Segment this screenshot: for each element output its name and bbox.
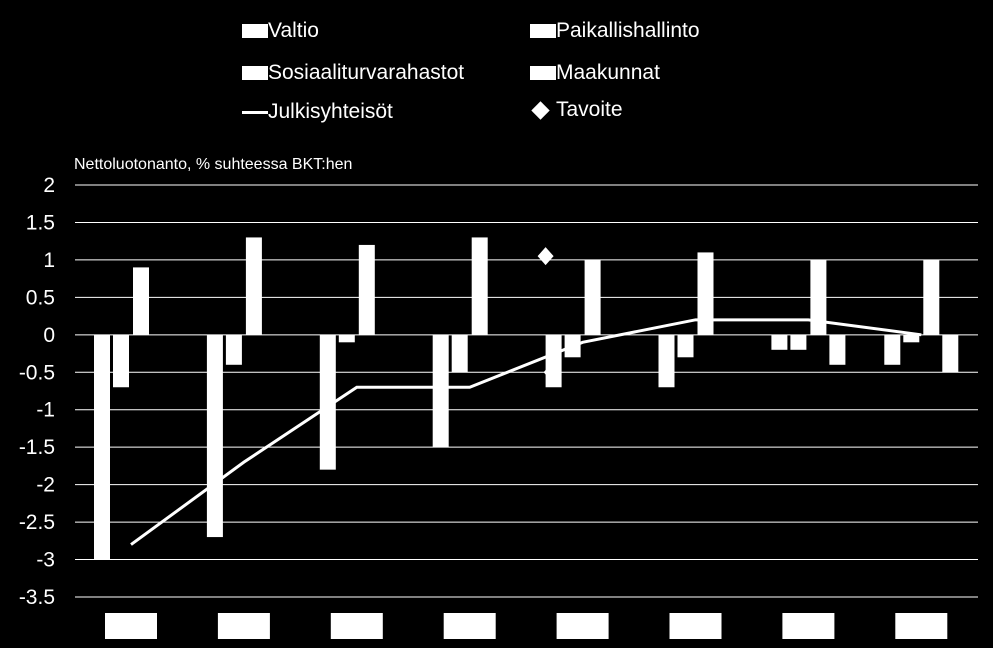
y-tick-label: -2.5 bbox=[19, 511, 55, 534]
bar-paikallishallinto bbox=[810, 259, 827, 335]
legend-label-julkisyhteisot: Julkisyhteisöt bbox=[268, 100, 393, 123]
legend-label-sosiaaliturvarahastot: Sosiaaliturvarahastot bbox=[268, 61, 465, 84]
x-category-label bbox=[556, 613, 609, 639]
bar-valtio bbox=[771, 334, 788, 350]
y-tick-label: 2 bbox=[43, 174, 55, 197]
bar-sosiaaliturvarahastot bbox=[790, 334, 807, 350]
legend-label-valtio: Valtio bbox=[268, 19, 319, 42]
y-tick-label: -3.5 bbox=[19, 586, 55, 609]
y-tick-label: -0.5 bbox=[19, 361, 55, 384]
bar-valtio bbox=[884, 334, 901, 365]
bar-paikallishallinto bbox=[133, 267, 149, 335]
bar-sosiaaliturvarahastot bbox=[113, 334, 129, 388]
legend-label-maakunnat: Maakunnat bbox=[556, 61, 660, 84]
legend-swatch-valtio bbox=[242, 24, 268, 38]
bar-valtio bbox=[658, 334, 675, 388]
legend-item-valtio: Valtio bbox=[242, 14, 319, 48]
y-tick-label: -1 bbox=[36, 399, 55, 422]
y-tick-label: 1 bbox=[43, 249, 55, 272]
legend-item-maakunnat: Maakunnat bbox=[530, 56, 660, 90]
bar-paikallishallinto bbox=[471, 237, 488, 335]
x-category-label bbox=[895, 613, 948, 639]
legend-swatch-sosiaaliturvarahastot bbox=[242, 66, 268, 80]
y-tick-label: 0.5 bbox=[26, 286, 55, 309]
bar-sosiaaliturvarahastot bbox=[338, 334, 355, 343]
bar-paikallishallinto bbox=[584, 259, 601, 335]
marker-tavoite bbox=[543, 363, 560, 382]
bar-valtio bbox=[432, 334, 449, 448]
y-axis-label: Nettoluotonanto, % suhteessa BKT:hen bbox=[74, 156, 353, 173]
x-category-label bbox=[669, 613, 722, 639]
bar-maakunnat bbox=[942, 334, 959, 373]
legend-swatch-maakunnat bbox=[530, 66, 556, 80]
y-tick-label: -1.5 bbox=[19, 436, 55, 459]
bar-valtio bbox=[319, 334, 336, 470]
bar-valtio bbox=[206, 334, 223, 538]
bar-paikallishallinto bbox=[697, 252, 714, 335]
legend-item-julkisyhteisot: Julkisyhteisöt bbox=[242, 95, 393, 129]
y-tick-label: -2 bbox=[36, 474, 55, 497]
legend-item-paikallishallinto: Paikallishallinto bbox=[530, 14, 700, 48]
legend-swatch-paikallishallinto bbox=[530, 24, 556, 38]
y-tick-label: -3 bbox=[36, 549, 55, 572]
line-julkisyhteisot bbox=[130, 318, 922, 546]
legend-label-tavoite: Tavoite bbox=[556, 98, 623, 121]
bar-valtio bbox=[94, 334, 110, 560]
bar-sosiaaliturvarahastot bbox=[677, 334, 694, 358]
bar-paikallishallinto bbox=[923, 259, 940, 335]
x-category-label bbox=[105, 613, 157, 639]
x-category-label bbox=[217, 613, 270, 639]
y-tick-label: 1.5 bbox=[26, 211, 55, 234]
x-category-label bbox=[443, 613, 496, 639]
y-tick-label: 0 bbox=[43, 324, 55, 347]
bar-paikallishallinto bbox=[245, 237, 262, 335]
x-category-label bbox=[330, 613, 383, 639]
bar-maakunnat bbox=[829, 334, 846, 365]
legend-item-sosiaaliturvarahastot: Sosiaaliturvarahastot bbox=[242, 56, 464, 90]
chart-legend: Valtio Paikallishallinto Sosiaaliturvara… bbox=[0, 0, 993, 140]
legend-swatch-julkisyhteisot bbox=[242, 110, 268, 114]
marker-tavoite bbox=[537, 247, 554, 266]
bar-valtio bbox=[545, 334, 562, 388]
x-category-label bbox=[782, 613, 835, 639]
legend-label-paikallishallinto: Paikallishallinto bbox=[556, 19, 700, 42]
bar-sosiaaliturvarahastot bbox=[903, 334, 920, 343]
legend-item-tavoite: Tavoite bbox=[528, 93, 623, 127]
bar-sosiaaliturvarahastot bbox=[225, 334, 242, 365]
bar-sosiaaliturvarahastot bbox=[451, 334, 468, 373]
bar-paikallishallinto bbox=[358, 244, 375, 335]
